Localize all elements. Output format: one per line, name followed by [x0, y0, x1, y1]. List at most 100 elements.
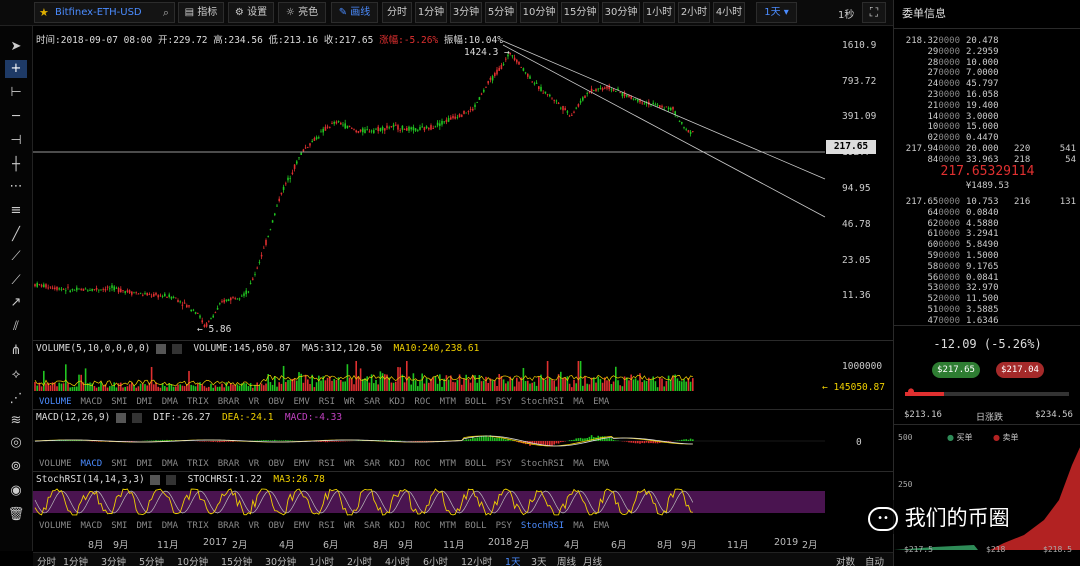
order-book-row[interactable]: 240000 45.797	[898, 79, 1076, 89]
fan-icon[interactable]: ⟡	[11, 367, 21, 382]
bottom-interval-button[interactable]: 1小时	[309, 557, 335, 566]
bottom-interval-button[interactable]: 2小时	[347, 557, 373, 566]
bottom-interval-button[interactable]: 1天	[505, 557, 521, 566]
eye-icon[interactable]: ◉	[10, 483, 22, 498]
order-book-row[interactable]: 510000 3.5885	[898, 305, 1076, 315]
indicator-tab[interactable]: VR	[248, 521, 260, 531]
parallel-lines-icon[interactable]: ≡	[10, 203, 22, 218]
bottom-interval-button[interactable]: 1分钟	[63, 557, 89, 566]
indicator-tab[interactable]: SMI	[111, 521, 128, 531]
order-book-row[interactable]: 218.320000 20.478	[898, 36, 1076, 46]
indicator-tab[interactable]: EMA	[593, 397, 610, 407]
indicator-tab[interactable]: RSI	[318, 459, 336, 469]
order-book-row[interactable]: 100000 15.000	[898, 122, 1076, 132]
log-scale-toggle[interactable]: 对数	[836, 557, 856, 566]
crosshair-icon[interactable]: +	[5, 60, 27, 78]
indicator-tab[interactable]: VOLUME	[39, 397, 72, 407]
indicator-tab[interactable]: WR	[344, 521, 355, 531]
indicator-tab[interactable]: VOLUME	[39, 459, 72, 469]
indicator-tab[interactable]: SAR	[363, 397, 381, 407]
bottom-interval-button[interactable]: 3天	[531, 557, 547, 566]
order-book-row[interactable]: 560000 0.0841	[898, 273, 1076, 283]
macd-chart-panel[interactable]	[33, 424, 893, 456]
indicator-tab[interactable]: TRIX	[187, 521, 209, 531]
indicator-tab[interactable]: StochRSI	[520, 459, 565, 469]
indicator-tab[interactable]: DMI	[136, 397, 153, 407]
indicator-tab[interactable]: BOLL	[464, 459, 487, 469]
interval-button[interactable]: 3分钟	[450, 2, 482, 23]
indicator-tab[interactable]: EMA	[593, 459, 610, 469]
indicator-tab[interactable]: RSI	[318, 397, 336, 407]
indicator-tab[interactable]: KDJ	[389, 521, 406, 531]
depth-chart[interactable]	[894, 425, 1080, 555]
settings-icon[interactable]	[156, 343, 167, 354]
brightness-button[interactable]: ☼ 亮色	[278, 2, 326, 23]
indicator-tab[interactable]: BRAR	[217, 397, 240, 407]
settings-button[interactable]: ⚙ 设置	[228, 2, 274, 23]
indicator-tab[interactable]: StochRSI	[520, 521, 565, 531]
volume-chart-canvas[interactable]	[33, 356, 893, 394]
order-book-row[interactable]: 210000 19.400	[898, 101, 1076, 111]
indicator-tab[interactable]: ROC	[414, 521, 431, 531]
order-book-row[interactable]: 580000 9.1765	[898, 262, 1076, 272]
gann-icon[interactable]: ⋰	[9, 391, 23, 406]
order-book-row[interactable]: 290000 2.2959	[898, 47, 1076, 57]
indicator-tab[interactable]: ROC	[414, 459, 431, 469]
indicator-tab[interactable]: ROC	[414, 397, 431, 407]
spiral-icon[interactable]: ◎	[10, 435, 22, 450]
fullscreen-icon[interactable]: ⛶	[862, 2, 886, 23]
cursor-icon[interactable]: ➤	[10, 39, 22, 54]
bottom-interval-button[interactable]: 10分钟	[177, 557, 209, 566]
indicator-tab[interactable]: BOLL	[464, 521, 487, 531]
order-book-row[interactable]: 520000 11.500	[898, 294, 1076, 304]
indicator-tab[interactable]: SAR	[363, 459, 381, 469]
indicator-tab[interactable]: DMI	[136, 459, 153, 469]
interval-button[interactable]: 4小时	[713, 2, 745, 23]
order-book-row[interactable]: 280000 10.000	[898, 58, 1076, 68]
indicator-tab[interactable]: OBV	[268, 459, 285, 469]
order-book-row[interactable]: 600000 5.8490	[898, 240, 1076, 250]
interval-button[interactable]: 分时	[382, 2, 412, 23]
bottom-interval-button[interactable]: 6小时	[423, 557, 449, 566]
vertical-line-icon[interactable]: ┼	[12, 157, 20, 172]
magnet-icon[interactable]: ⊚	[10, 459, 22, 474]
bottom-interval-button[interactable]: 3分钟	[101, 557, 127, 566]
indicator-tab[interactable]: DMA	[161, 397, 178, 407]
order-book-row[interactable]: 530000 32.970	[898, 283, 1076, 293]
macd-chart-canvas[interactable]	[33, 424, 893, 456]
indicator-tab[interactable]: MACD	[80, 459, 103, 469]
indicator-tab[interactable]: BRAR	[217, 521, 240, 531]
interval-button[interactable]: 2小时	[678, 2, 710, 23]
symbol-selector[interactable]: ★ Bitfinex-ETH-USD ⌕	[34, 2, 175, 23]
refresh-rate[interactable]: 1秒	[838, 10, 855, 21]
close-icon[interactable]	[131, 412, 142, 423]
pitchfork-icon[interactable]: ⋔	[10, 343, 22, 358]
fibonacci-icon[interactable]: ≋	[10, 413, 22, 428]
indicator-tab[interactable]: OBV	[268, 397, 285, 407]
order-book-row[interactable]: 217.940000 20.000 220 541	[898, 144, 1076, 154]
volume-chart-panel[interactable]	[33, 356, 893, 394]
indicator-tab[interactable]: VOLUME	[39, 521, 72, 531]
order-book-row[interactable]: 620000 4.5880	[898, 219, 1076, 229]
price-chart-panel[interactable]	[33, 27, 893, 340]
indicator-tab[interactable]: PSY	[495, 521, 512, 531]
indicator-tab[interactable]: BRAR	[217, 459, 240, 469]
indicator-tab[interactable]: WR	[344, 459, 355, 469]
interval-dropdown[interactable]: 1天 ▾	[756, 2, 797, 23]
close-icon[interactable]	[166, 474, 177, 485]
horizontal-line-icon[interactable]: ─	[12, 109, 20, 124]
close-icon[interactable]	[171, 343, 182, 354]
order-book-row[interactable]: 217.650000 10.753 216 131	[898, 197, 1076, 207]
interval-button[interactable]: 1小时	[643, 2, 675, 23]
indicator-tab[interactable]: MA	[573, 397, 585, 407]
indicator-tab[interactable]: RSI	[318, 521, 336, 531]
indicator-tab[interactable]: VR	[248, 397, 260, 407]
bottom-interval-button[interactable]: 月线	[583, 557, 603, 566]
price-line-icon[interactable]: ⋯	[9, 179, 23, 194]
interval-button[interactable]: 1分钟	[415, 2, 447, 23]
indicator-tab[interactable]: DMI	[136, 521, 153, 531]
indicator-tab[interactable]: EMA	[593, 521, 610, 531]
search-icon[interactable]: ⌕	[162, 6, 169, 19]
indicator-tab[interactable]: SMI	[111, 397, 128, 407]
indicator-tab[interactable]: MTM	[439, 521, 456, 531]
